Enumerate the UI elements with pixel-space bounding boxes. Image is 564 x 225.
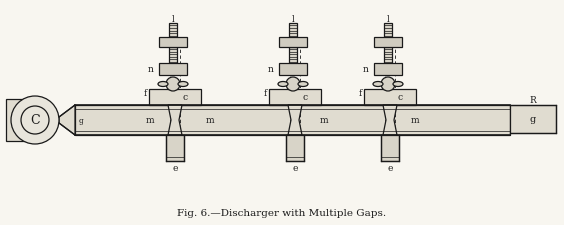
Circle shape [11, 97, 59, 144]
Bar [75, 106, 510, 135]
Bar [374, 38, 402, 48]
Circle shape [166, 78, 180, 92]
Bar [374, 64, 402, 76]
Ellipse shape [178, 82, 188, 87]
Bar [384, 48, 392, 64]
Bar [289, 24, 297, 38]
Bar [364, 90, 416, 106]
Bar [169, 24, 177, 38]
Bar [169, 48, 177, 64]
Circle shape [381, 78, 395, 92]
Text: n: n [148, 65, 154, 74]
Text: m: m [146, 116, 155, 125]
Text: l: l [387, 16, 389, 24]
Bar [384, 24, 392, 38]
Bar [149, 90, 201, 106]
Text: f: f [264, 88, 267, 97]
Polygon shape [168, 106, 182, 135]
Bar [289, 48, 297, 64]
Text: m: m [411, 116, 419, 125]
Circle shape [286, 78, 300, 92]
Text: f: f [144, 88, 147, 97]
Text: c: c [302, 93, 307, 102]
Text: n: n [363, 65, 369, 74]
Text: Fig. 6.—Discharger with Multiple Gaps.: Fig. 6.—Discharger with Multiple Gaps. [178, 208, 386, 217]
Circle shape [21, 106, 49, 134]
Bar [6, 99, 38, 141]
Text: f: f [359, 88, 362, 97]
Bar [279, 64, 307, 76]
Text: c: c [182, 93, 188, 102]
Text: e: e [387, 164, 393, 173]
Bar [279, 38, 307, 48]
Bar [159, 38, 187, 48]
Polygon shape [288, 106, 302, 135]
Polygon shape [383, 106, 397, 135]
Polygon shape [59, 106, 75, 135]
Text: C: C [30, 114, 40, 127]
Ellipse shape [393, 82, 403, 87]
Text: l: l [171, 16, 174, 24]
Bar [286, 135, 304, 161]
Ellipse shape [278, 82, 288, 87]
Bar [159, 64, 187, 76]
Text: g: g [78, 117, 83, 124]
Bar [166, 135, 184, 161]
Ellipse shape [373, 82, 383, 87]
Bar [510, 106, 556, 133]
Text: n: n [268, 65, 274, 74]
Bar [381, 135, 399, 161]
Text: c: c [398, 93, 403, 102]
Bar [269, 90, 321, 106]
Ellipse shape [298, 82, 308, 87]
Text: R: R [530, 96, 536, 105]
Text: e: e [173, 164, 178, 173]
Ellipse shape [158, 82, 168, 87]
Text: e: e [292, 164, 298, 173]
Text: g: g [530, 115, 536, 124]
Text: m: m [206, 116, 214, 125]
Text: l: l [292, 16, 294, 24]
Text: m: m [319, 116, 328, 125]
